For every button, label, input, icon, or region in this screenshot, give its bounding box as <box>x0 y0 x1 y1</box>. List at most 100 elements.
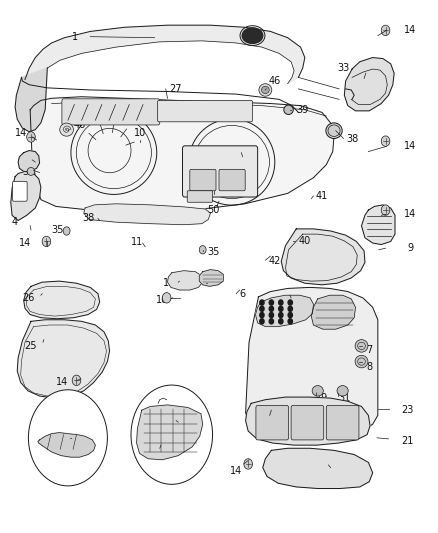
Circle shape <box>381 136 390 147</box>
Text: 5: 5 <box>255 412 261 422</box>
Polygon shape <box>246 287 378 436</box>
Text: 50: 50 <box>207 205 219 215</box>
Text: 35: 35 <box>208 247 220 257</box>
Ellipse shape <box>259 84 272 96</box>
Circle shape <box>131 385 212 484</box>
Polygon shape <box>30 97 334 212</box>
Text: 43: 43 <box>212 186 224 196</box>
Text: 41: 41 <box>316 191 328 201</box>
Text: 33: 33 <box>337 63 350 73</box>
Text: 14: 14 <box>404 141 416 151</box>
Circle shape <box>279 300 283 305</box>
Polygon shape <box>17 320 110 398</box>
Circle shape <box>288 312 293 318</box>
Circle shape <box>27 132 35 142</box>
Circle shape <box>381 205 390 215</box>
Ellipse shape <box>261 86 269 94</box>
Text: 22: 22 <box>332 465 345 475</box>
Polygon shape <box>167 271 203 290</box>
Polygon shape <box>255 295 314 327</box>
Ellipse shape <box>60 123 74 136</box>
Text: 23: 23 <box>402 405 414 415</box>
FancyBboxPatch shape <box>291 406 324 440</box>
FancyBboxPatch shape <box>326 406 359 440</box>
Circle shape <box>260 319 264 324</box>
Ellipse shape <box>355 356 368 368</box>
Ellipse shape <box>27 167 35 175</box>
Polygon shape <box>137 405 203 460</box>
Text: 9: 9 <box>407 243 413 253</box>
Text: 10: 10 <box>134 128 146 138</box>
Circle shape <box>162 293 171 303</box>
Text: 38: 38 <box>346 134 358 143</box>
Polygon shape <box>311 295 356 329</box>
Text: 46: 46 <box>74 120 85 131</box>
Text: 14: 14 <box>19 238 31 248</box>
Text: 8: 8 <box>366 362 372 372</box>
Text: 27: 27 <box>169 84 181 94</box>
Circle shape <box>288 306 293 311</box>
Circle shape <box>72 375 81 385</box>
Text: 6: 6 <box>293 299 299 309</box>
Circle shape <box>260 300 264 305</box>
Circle shape <box>279 312 283 318</box>
Polygon shape <box>24 281 100 319</box>
Text: 46: 46 <box>268 76 281 86</box>
Circle shape <box>279 306 283 311</box>
Text: 15: 15 <box>163 278 176 288</box>
Text: 31: 31 <box>338 393 350 403</box>
Ellipse shape <box>355 340 368 352</box>
Circle shape <box>269 312 273 318</box>
Text: 26: 26 <box>22 293 34 303</box>
Text: 14: 14 <box>230 466 242 477</box>
Circle shape <box>279 319 283 324</box>
Text: 14: 14 <box>404 26 416 35</box>
Text: 36: 36 <box>149 446 162 455</box>
FancyBboxPatch shape <box>13 181 27 201</box>
Circle shape <box>28 390 107 486</box>
Polygon shape <box>281 229 365 285</box>
Circle shape <box>269 306 273 311</box>
Text: 21: 21 <box>402 437 414 447</box>
Circle shape <box>288 300 293 305</box>
FancyBboxPatch shape <box>187 191 212 202</box>
Ellipse shape <box>284 105 293 115</box>
Text: 42: 42 <box>268 256 281 266</box>
Text: 11: 11 <box>131 237 144 247</box>
Polygon shape <box>15 68 47 132</box>
Polygon shape <box>361 205 395 245</box>
Text: 19: 19 <box>316 393 328 403</box>
Polygon shape <box>11 172 41 221</box>
Circle shape <box>199 246 206 254</box>
Circle shape <box>63 227 70 235</box>
FancyBboxPatch shape <box>183 146 258 197</box>
FancyBboxPatch shape <box>158 100 252 122</box>
Text: 6: 6 <box>240 289 246 298</box>
FancyBboxPatch shape <box>219 169 245 191</box>
Text: 40: 40 <box>299 237 311 246</box>
Text: 14: 14 <box>404 209 416 219</box>
Polygon shape <box>18 150 39 172</box>
Circle shape <box>381 25 390 36</box>
Text: 17: 17 <box>211 276 223 286</box>
Polygon shape <box>84 204 210 225</box>
Text: 25: 25 <box>24 341 36 351</box>
Polygon shape <box>199 270 223 286</box>
Text: 14: 14 <box>56 377 68 387</box>
Text: 34: 34 <box>243 147 255 157</box>
Circle shape <box>260 306 264 311</box>
Ellipse shape <box>337 385 348 396</box>
Ellipse shape <box>326 123 342 139</box>
Polygon shape <box>246 397 370 445</box>
Circle shape <box>42 236 51 247</box>
Circle shape <box>260 312 264 318</box>
Text: 4: 4 <box>12 217 18 227</box>
Text: 18: 18 <box>62 430 74 440</box>
Polygon shape <box>263 448 373 488</box>
Circle shape <box>269 300 273 305</box>
Text: 35: 35 <box>51 225 64 235</box>
Polygon shape <box>38 433 95 457</box>
Text: 13: 13 <box>19 157 31 167</box>
FancyBboxPatch shape <box>190 169 216 191</box>
Polygon shape <box>344 58 394 111</box>
